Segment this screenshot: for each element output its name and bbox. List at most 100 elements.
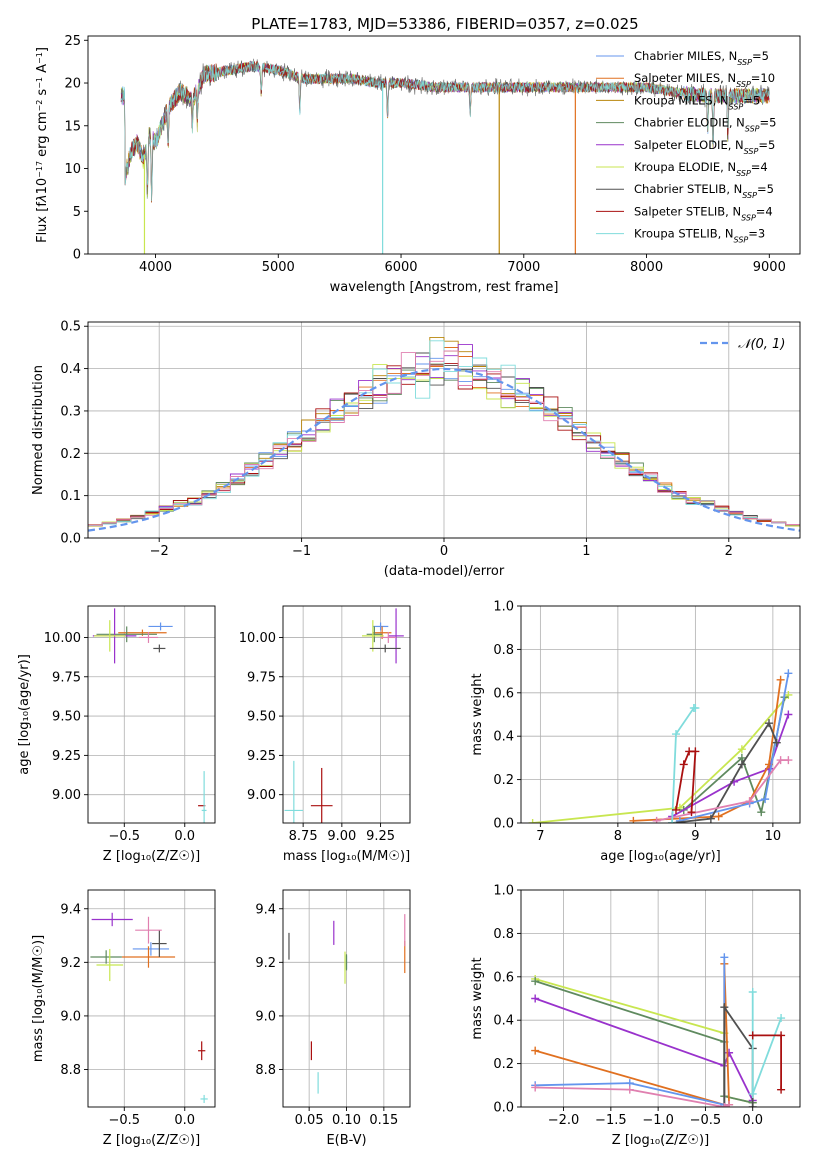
grid-lines	[283, 890, 410, 1107]
series-marker	[668, 819, 677, 823]
legend-entry: Chabrier MILES, NSSP=5	[634, 49, 769, 67]
series-marker	[691, 747, 700, 756]
x-tick-label: −1.0	[642, 1113, 674, 1128]
axes-mass_vs_Z: −0.5 0.0 8.8 9.0 9.2 9.4 Z [log₁₀(Z/Z☉)] mass […	[31, 889, 216, 1148]
y-tick-label: 0.0	[493, 1101, 514, 1116]
series-marker	[625, 1085, 634, 1094]
y-tick-label: 8.8	[255, 1063, 276, 1078]
data-point	[369, 644, 401, 653]
series-path	[535, 1086, 730, 1107]
data-point	[201, 771, 207, 823]
series-marker	[784, 669, 793, 678]
plot-area	[531, 953, 786, 1107]
series-marker	[777, 1085, 786, 1094]
y-tick-label: 0.0	[60, 532, 81, 547]
x-tick-label: 8000	[630, 260, 663, 275]
series-line	[668, 703, 700, 823]
y-tick-label: 9.00	[52, 788, 81, 803]
y-tick-label: 10.00	[239, 631, 276, 646]
legend-entry: Salpeter STELIB, NSSP=4	[634, 204, 773, 222]
axes-age_vs_mass: 8.75 9.00 9.25 9.00 9.25 9.50 9.75 10.00 mass [l…	[239, 605, 411, 864]
x-tick-label: −2	[150, 544, 169, 559]
x-tick-label: 8.75	[289, 829, 318, 844]
y-axis-label: mass weight	[470, 957, 485, 1039]
data-point	[284, 760, 304, 823]
series-marker	[737, 760, 746, 769]
y-tick-label: 0.8	[493, 927, 514, 942]
spectrum-line	[120, 60, 770, 202]
data-point	[380, 631, 397, 643]
series-marker	[725, 1100, 734, 1107]
series-marker	[765, 719, 773, 728]
series-marker	[757, 808, 766, 817]
x-axis-label: Z [log₁₀(Z/Z☉)]	[103, 1133, 200, 1148]
x-tick-label: −1.5	[595, 1113, 627, 1128]
x-tick-label: 9000	[753, 260, 786, 275]
x-tick-label: 9.25	[366, 829, 395, 844]
series-marker	[531, 977, 540, 986]
y-tick-label: 5	[73, 205, 81, 220]
data-point	[94, 620, 126, 652]
series-marker	[687, 808, 696, 817]
data-point	[148, 622, 173, 631]
data-point	[198, 1041, 206, 1061]
x-tick-label: 6000	[384, 260, 417, 275]
legend-entry: Kroupa MILES, NSSP=5	[634, 93, 760, 111]
x-tick-label: 4000	[139, 260, 172, 275]
plot-area	[120, 58, 770, 254]
series-marker	[737, 745, 746, 754]
series-line	[531, 1083, 734, 1107]
y-axis-label: mass weight	[470, 673, 485, 755]
series-marker	[748, 1089, 757, 1098]
series-line	[652, 756, 793, 823]
series-marker	[629, 816, 638, 823]
series-marker	[776, 675, 785, 684]
data-point	[90, 950, 122, 964]
y-tick-label: 9.25	[52, 749, 81, 764]
y-tick-label: 1.0	[493, 600, 514, 615]
x-tick-label: −1	[292, 544, 311, 559]
y-tick-label: 20	[64, 77, 81, 92]
legend-entry: 𝒩(0, 1)	[738, 337, 785, 352]
x-axis-label: age [log₁₀(age/yr)]	[600, 849, 721, 864]
series-line	[528, 690, 793, 823]
series-marker	[784, 710, 793, 719]
series-marker	[675, 816, 684, 823]
axes-massweight_vs_age: 7 8 9 10 0.0 0.2 0.4 0.6 0.8 1.0 age [log₁₀(age/yr…	[470, 600, 801, 864]
y-tick-label: 0	[73, 248, 81, 263]
data-point	[310, 767, 333, 823]
y-tick-label: 0.3	[60, 404, 81, 419]
y-tick-label: 0.2	[493, 1057, 514, 1072]
y-tick-label: 0.4	[60, 362, 81, 377]
x-tick-label: 1	[582, 544, 590, 559]
y-tick-label: 9.75	[52, 670, 81, 685]
grid-lines	[88, 890, 215, 1107]
x-tick-label: −0.5	[108, 829, 140, 844]
legend-entry: Kroupa ELODIE, NSSP=4	[634, 160, 768, 178]
y-axis-label: mass [log₁₀(M/M☉)]	[31, 935, 46, 1062]
normal-curve	[88, 367, 800, 532]
figure-title: PLATE=1783, MJD=53386, FIBERID=0357, z=0…	[251, 15, 638, 33]
x-tick-label: 0.0	[174, 829, 195, 844]
series-marker	[777, 1031, 786, 1040]
y-axis-label: Normed distribution	[31, 365, 46, 495]
y-axis-label: Flux [fλ10−17 erg cm−2 s−1 A−1]	[35, 47, 51, 243]
series-marker	[531, 994, 540, 1003]
data-point	[121, 946, 176, 968]
x-tick-label: 0.10	[332, 1113, 361, 1128]
y-tick-label: 9.75	[247, 670, 276, 685]
axes-mass_vs_EBV: 0.05 0.10 0.15 8.8 9.0 9.2 9.4 E(B-V)	[255, 889, 411, 1148]
legend-entry: Chabrier ELODIE, NSSP=5	[634, 116, 776, 134]
y-tick-label: 9.0	[255, 1009, 276, 1024]
data-point	[132, 942, 170, 956]
data-point	[361, 620, 384, 652]
data-point	[96, 948, 124, 982]
y-tick-label: 9.25	[247, 749, 276, 764]
series-line	[748, 987, 786, 1098]
series-marker	[528, 819, 537, 823]
x-tick-label: −0.5	[690, 1113, 722, 1128]
y-tick-label: 25	[64, 34, 81, 49]
axes-residuals: −2 −1 0 1 2 0.0 0.1 0.2 0.3 0.4 0.5 (data-model)/er…	[31, 320, 801, 579]
series-marker	[720, 1103, 729, 1107]
